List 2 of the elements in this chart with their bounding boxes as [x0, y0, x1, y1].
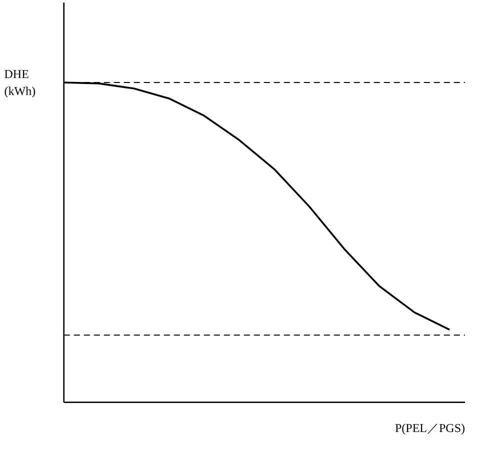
y-axis-title: DHE (kWh) [4, 67, 36, 98]
x-axis-title: P(PEL／PGS) [394, 420, 465, 435]
